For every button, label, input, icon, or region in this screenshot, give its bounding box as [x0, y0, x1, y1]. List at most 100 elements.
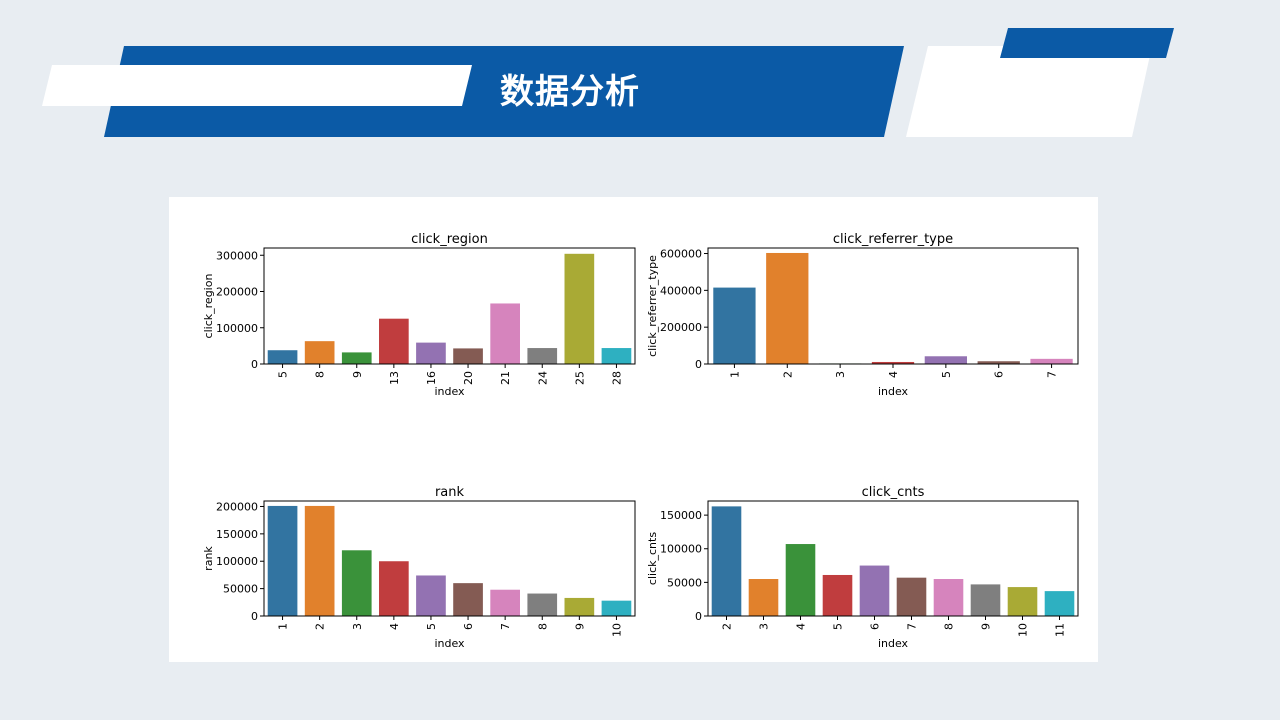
x-tick-label: 28 [610, 371, 623, 385]
x-tick-label: 5 [832, 623, 845, 630]
y-tick-label: 50000 [223, 583, 258, 596]
chart-panel: 0 100000 200000 300000 5 8 9 13 16 20 21 24 25 28 clic… [169, 197, 1098, 662]
x-tick-label: 8 [314, 371, 327, 378]
chart-bar [416, 575, 446, 616]
plot-frame [263, 247, 636, 365]
x-tick-label: 9 [351, 371, 364, 378]
y-tick-label: 150000 [660, 509, 702, 522]
y-tick-label: 100000 [216, 322, 258, 335]
x-tick-label: 8 [536, 623, 549, 630]
chart-title: click_region [411, 232, 488, 247]
y-tick-label: 200000 [216, 500, 258, 513]
y-axis-label: click_cnts [646, 532, 659, 585]
chart-bar [822, 574, 853, 616]
chart-bar [341, 352, 372, 364]
x-tick-label: 2 [314, 623, 327, 630]
y-tick-label: 50000 [667, 576, 702, 589]
y-tick-label: 100000 [216, 555, 258, 568]
x-tick-label: 21 [499, 371, 512, 385]
x-axis-label: index [434, 385, 465, 398]
chart-bar [933, 579, 964, 616]
x-tick-label: 8 [943, 623, 956, 630]
chart-bar [1030, 358, 1073, 364]
x-tick-label: 2 [721, 623, 734, 630]
x-tick-label: 4 [795, 623, 808, 630]
y-tick-label: 600000 [660, 248, 702, 261]
chart-bar [453, 348, 483, 364]
page-title: 数据分析 [500, 72, 640, 112]
x-tick-label: 4 [887, 371, 900, 378]
chart-bar [1007, 587, 1038, 616]
header-banner-white-right [906, 46, 1152, 137]
x-axis-label: index [878, 385, 909, 398]
x-tick-label: 6 [462, 623, 475, 630]
header-banner-blue-small [1000, 28, 1174, 58]
header-banner-white-left [42, 65, 472, 106]
y-tick-label: 200000 [216, 286, 258, 299]
chart-bar [970, 584, 1001, 616]
plot-frame [707, 247, 1079, 365]
x-tick-label: 24 [536, 371, 549, 385]
chart-title: click_referrer_type [833, 232, 953, 247]
x-tick-label: 16 [425, 371, 438, 385]
chart-bar [304, 341, 335, 364]
x-tick-label: 9 [980, 623, 993, 630]
x-tick-label: 1 [277, 623, 290, 630]
chart-bar [711, 506, 742, 616]
x-tick-label: 6 [869, 623, 882, 630]
chart-bar [859, 565, 890, 616]
y-axis-label: rank [202, 546, 215, 571]
chart-bar [341, 550, 372, 616]
chart-title: click_cnts [862, 485, 925, 500]
chart-bar [713, 287, 756, 364]
chart-bar [924, 356, 967, 364]
x-tick-label: 4 [388, 623, 401, 630]
chart-bar [564, 597, 595, 616]
chart-bar [416, 342, 446, 364]
y-tick-label: 200000 [660, 321, 702, 334]
chart-bar [527, 348, 558, 364]
x-tick-label: 5 [277, 371, 290, 378]
x-tick-label: 10 [1017, 623, 1030, 637]
chart-bar [1044, 591, 1075, 616]
plot-frame [263, 500, 636, 617]
x-tick-label: 5 [940, 371, 953, 378]
chart-bar [977, 361, 1020, 364]
y-tick-label: 100000 [660, 543, 702, 556]
x-tick-label: 7 [1046, 371, 1059, 378]
chart-bar [564, 253, 595, 364]
x-tick-label: 25 [573, 371, 586, 385]
chart-bar [871, 361, 915, 364]
chart-bar [379, 561, 409, 616]
x-tick-label: 11 [1054, 623, 1067, 637]
y-axis-label: click_referrer_type [646, 255, 659, 357]
x-tick-label: 2 [781, 371, 794, 378]
x-axis-label: index [878, 637, 909, 650]
x-tick-label: 3 [834, 371, 847, 378]
y-axis-label: click_region [202, 274, 215, 339]
chart-bar [453, 583, 483, 616]
chart-bar [748, 579, 779, 616]
y-tick-label: 0 [695, 358, 702, 371]
y-tick-label: 150000 [216, 528, 258, 541]
x-tick-label: 3 [351, 623, 364, 630]
plot-frame [707, 500, 1079, 617]
chart-bar [304, 505, 335, 616]
y-tick-label: 300000 [216, 249, 258, 262]
x-tick-label: 13 [388, 371, 401, 385]
x-tick-label: 9 [573, 623, 586, 630]
x-tick-label: 6 [993, 371, 1006, 378]
chart-bar [601, 348, 632, 364]
x-axis-label: index [434, 637, 465, 650]
chart-title: rank [435, 485, 465, 500]
chart-bar [601, 600, 632, 616]
chart-bar [379, 318, 409, 364]
x-tick-label: 1 [728, 371, 741, 378]
x-tick-label: 5 [425, 623, 438, 630]
x-tick-label: 3 [758, 623, 771, 630]
chart-bar [490, 303, 520, 364]
y-tick-label: 0 [251, 358, 258, 371]
chart-bar [267, 350, 298, 364]
chart-bar [766, 252, 809, 364]
